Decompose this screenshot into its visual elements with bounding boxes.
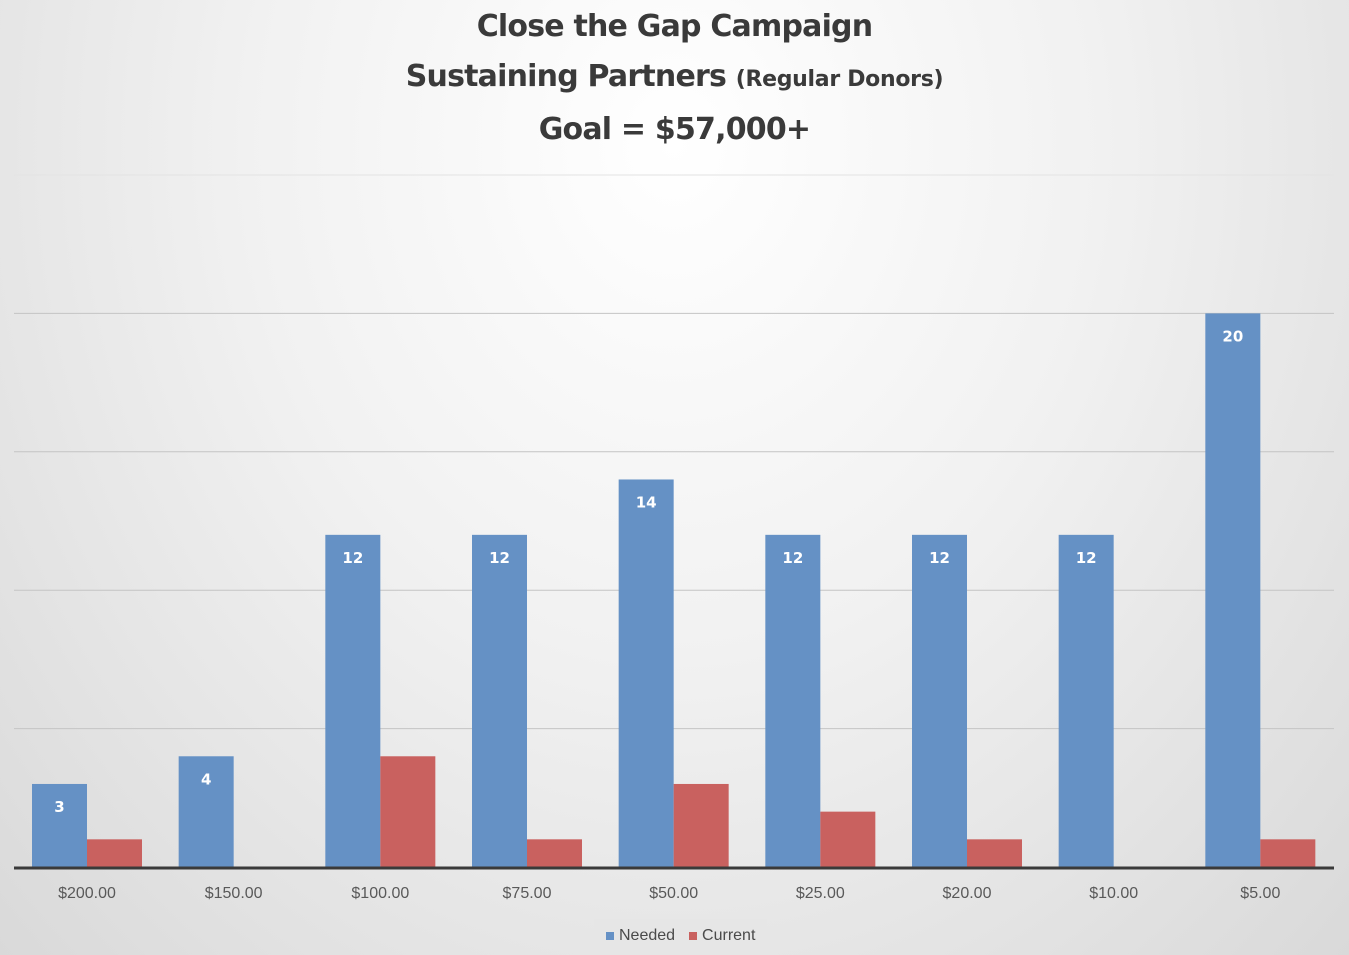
bar-needed-2 — [325, 534, 381, 867]
title-line-3: Goal = $57,000+ — [538, 112, 811, 147]
title-line-1: Close the Gap Campaign — [476, 9, 873, 44]
bar-needed-6 — [912, 534, 967, 867]
bar-current-5 — [820, 811, 876, 867]
bar-current-6 — [967, 839, 1022, 867]
data-label-needed-0: 3 — [54, 798, 64, 816]
bar-needed-3 — [472, 534, 527, 867]
x-tick-label: $75.00 — [503, 885, 552, 902]
legend-swatch-icon — [689, 932, 698, 940]
data-label-needed-3: 12 — [489, 549, 510, 567]
x-tick-label: $5.00 — [1240, 885, 1280, 902]
title-line-2: Sustaining Partners (Regular Donors) — [0, 52, 1349, 105]
legend-label: Needed — [619, 927, 676, 944]
data-label-needed-6: 12 — [929, 549, 950, 567]
data-label-needed-1: 4 — [201, 770, 211, 788]
bar-needed-4 — [618, 479, 674, 867]
data-label-needed-4: 14 — [636, 493, 657, 511]
legend-item-current: Current — [689, 927, 755, 945]
bar-needed-1 — [178, 756, 234, 867]
bar-needed-7 — [1058, 534, 1114, 867]
legend: Needed Current — [594, 919, 768, 953]
bar-needed-5 — [765, 534, 821, 867]
bar-needed-0 — [32, 783, 87, 867]
x-tick-label: $10.00 — [1089, 885, 1138, 902]
bar-current-4 — [673, 783, 729, 867]
x-tick-label: $20.00 — [943, 885, 992, 902]
legend-item-needed: Needed — [606, 927, 675, 945]
data-label-needed-7: 12 — [1076, 549, 1097, 567]
bar-current-3 — [527, 839, 582, 867]
bar-current-8 — [1260, 839, 1316, 867]
chart-title: Close the Gap Campaign Sustaining Partne… — [0, 0, 1349, 155]
data-label-needed-8: 20 — [1222, 327, 1243, 345]
legend-swatch-icon — [606, 932, 614, 940]
x-tick-label: $100.00 — [351, 885, 409, 902]
bar-current-2 — [380, 756, 436, 867]
bar-current-0 — [87, 839, 142, 867]
x-tick-label: $150.00 — [205, 885, 263, 902]
data-label-needed-2: 12 — [342, 549, 363, 567]
x-tick-label: $50.00 — [649, 885, 698, 902]
title-line-2-small: (Regular Donors) — [735, 67, 944, 92]
legend-label: Current — [702, 927, 756, 944]
title-line-2-main: Sustaining Partners — [405, 59, 727, 94]
x-tick-label: $25.00 — [796, 885, 845, 902]
x-tick-label: $200.00 — [58, 885, 116, 902]
bar-needed-8 — [1205, 313, 1261, 867]
data-label-needed-5: 12 — [782, 549, 803, 567]
